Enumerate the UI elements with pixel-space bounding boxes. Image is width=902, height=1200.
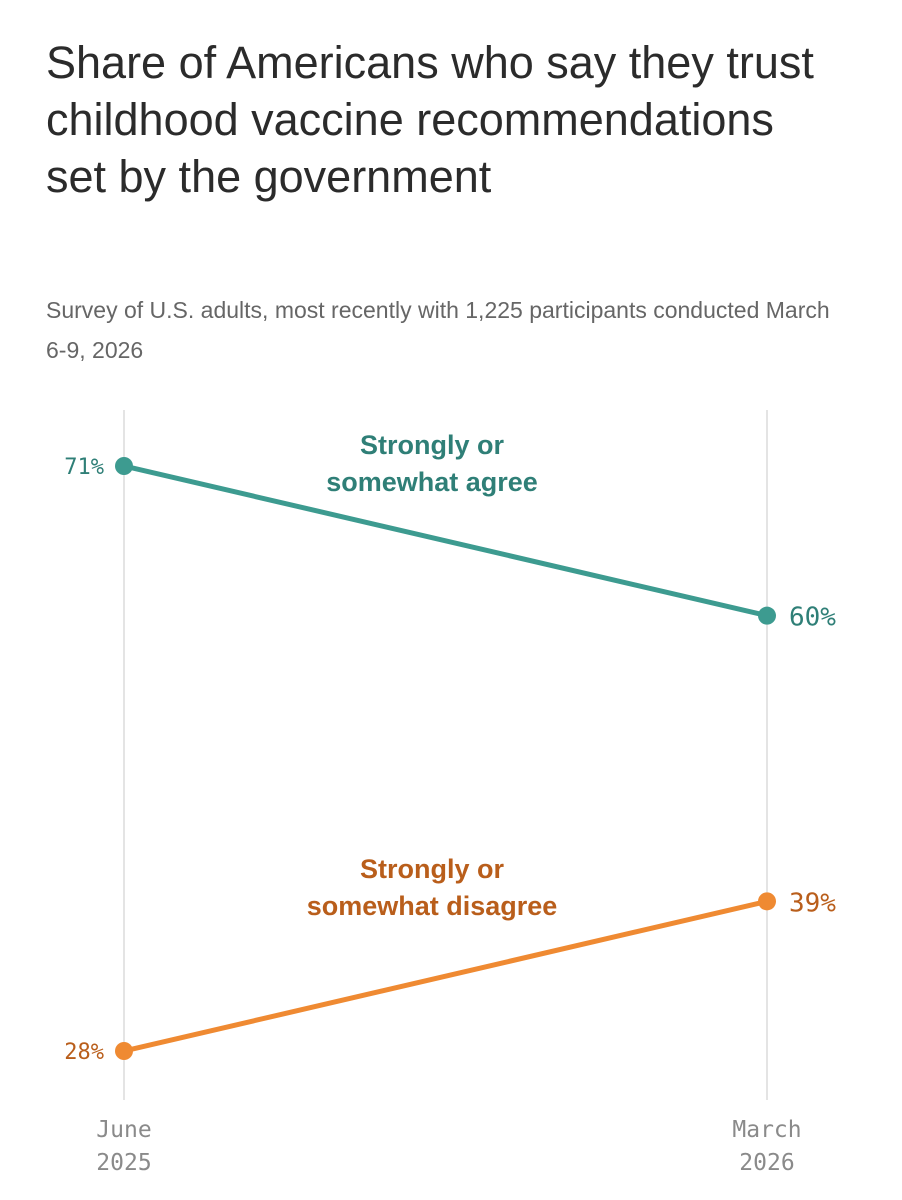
x-tick-label-year-0: 2025 xyxy=(96,1150,151,1176)
series-line-0 xyxy=(121,463,770,619)
series-label-0-line-0: Strongly or xyxy=(360,430,504,460)
data-point-1-0 xyxy=(115,1042,133,1060)
page-title: Share of Americans who say they trust ch… xyxy=(46,37,814,202)
data-label-0-0: 71% xyxy=(64,455,104,480)
series-line-1 xyxy=(121,898,770,1054)
data-point-0-1 xyxy=(758,606,776,625)
series-label-1-line-0: Strongly or xyxy=(360,854,504,884)
x-tick-label-month-0: June xyxy=(96,1117,151,1143)
data-point-0-0 xyxy=(115,457,133,475)
series-label-0-line-1: somewhat agree xyxy=(326,467,538,497)
data-label-1-1: 39% xyxy=(789,888,836,918)
series-label-1-line-1: somewhat disagree xyxy=(307,891,558,921)
data-label-1-0: 28% xyxy=(64,1040,104,1065)
page-subtitle: Survey of U.S. adults, most recently wit… xyxy=(46,297,830,363)
x-tick-label-month-1: March xyxy=(732,1117,801,1143)
data-label-0-1: 60% xyxy=(789,603,836,633)
x-tick-label-year-1: 2026 xyxy=(739,1150,794,1176)
data-point-1-1 xyxy=(758,892,776,911)
